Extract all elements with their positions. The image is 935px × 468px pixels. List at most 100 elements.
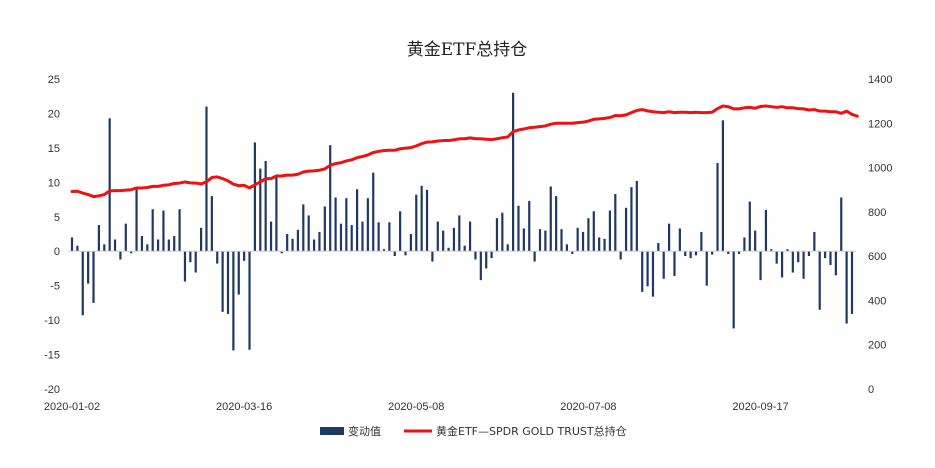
x-axis-tick-label: 2020-03-16 <box>216 401 272 413</box>
bar <box>312 239 316 252</box>
bar <box>479 251 482 281</box>
bar <box>651 251 655 297</box>
legend: 变动值 黄金ETF—SPDR GOLD TRUST总持仓 <box>320 424 627 438</box>
bar <box>829 251 832 265</box>
bar <box>259 168 262 252</box>
x-axis-tick-label: 2020-05-08 <box>388 401 444 413</box>
bar <box>162 210 165 252</box>
bar <box>705 251 708 286</box>
bar <box>361 221 364 252</box>
bar <box>495 218 499 252</box>
bar <box>608 210 612 252</box>
bar <box>732 251 735 329</box>
bar <box>565 244 568 252</box>
bar <box>291 238 294 252</box>
bar-series <box>70 92 854 351</box>
bar <box>780 251 784 278</box>
bar <box>834 251 837 276</box>
bar <box>103 244 106 252</box>
bar <box>399 211 402 252</box>
bar <box>119 251 122 260</box>
bar <box>807 251 811 257</box>
bar <box>786 249 789 252</box>
x-axis-labels: 2020-01-02 2020-03-16 2020-05-08 2020-07-08… <box>44 401 789 413</box>
bar <box>280 251 283 254</box>
bar <box>151 209 154 252</box>
bar <box>372 172 375 252</box>
left-axis-tick-label: 5 <box>54 212 60 224</box>
bar <box>329 145 332 252</box>
bar <box>694 251 698 256</box>
bar <box>668 223 671 252</box>
bar <box>431 251 434 262</box>
bar <box>264 160 267 252</box>
bar <box>183 251 187 282</box>
bar <box>630 187 633 252</box>
bar <box>205 106 208 252</box>
bar <box>286 234 289 252</box>
bar <box>425 189 429 252</box>
bar <box>339 223 343 252</box>
bar <box>420 185 423 252</box>
bar <box>673 251 676 277</box>
right-axis-tick-label: 800 <box>868 207 886 219</box>
bar <box>189 251 192 263</box>
chart-title: 黄金ETF总持仓 <box>407 40 528 60</box>
bar <box>366 198 369 252</box>
bar <box>108 118 111 252</box>
bar <box>334 197 337 252</box>
bar <box>802 251 805 279</box>
bar <box>296 229 300 252</box>
left-axis-tick-label: 10 <box>48 177 60 189</box>
left-axis-tick-label: -10 <box>44 315 60 327</box>
bar <box>323 206 326 252</box>
bar <box>377 222 380 252</box>
legend-bar-swatch <box>320 427 344 435</box>
bar <box>415 194 418 252</box>
bar <box>167 239 170 252</box>
left-axis-tick-label: -20 <box>44 384 60 396</box>
bar <box>113 239 117 252</box>
bar <box>592 211 595 252</box>
bar <box>646 251 649 287</box>
bar <box>517 205 520 252</box>
bar <box>275 177 278 252</box>
bar <box>485 251 488 269</box>
bar <box>194 251 197 273</box>
bar <box>624 207 628 252</box>
bar <box>641 251 644 292</box>
bar <box>662 251 665 279</box>
line-series <box>70 104 859 199</box>
bar <box>248 251 251 350</box>
series-line <box>70 104 859 199</box>
bar <box>813 231 816 252</box>
bar <box>759 251 762 281</box>
bar <box>232 251 235 351</box>
left-axis-tick-label: -15 <box>44 350 60 362</box>
bar <box>522 228 525 252</box>
bar <box>458 215 461 252</box>
right-axis-tick-label: 1200 <box>868 118 892 130</box>
bar <box>689 251 692 259</box>
x-axis-tick-label: 2020-09-17 <box>732 401 788 413</box>
bar <box>743 237 746 252</box>
bar <box>737 251 741 254</box>
bar <box>775 251 778 264</box>
bar <box>447 247 450 252</box>
bar <box>506 244 509 252</box>
bar <box>350 225 353 252</box>
bar <box>468 221 472 252</box>
bar <box>409 234 412 252</box>
left-axis-tick-label: 0 <box>54 246 60 258</box>
bar <box>156 239 160 252</box>
bar <box>538 229 542 252</box>
bar <box>657 242 660 252</box>
bar <box>818 251 821 310</box>
bar <box>178 209 181 252</box>
bar <box>754 230 757 252</box>
right-axis-tick-label: 1400 <box>868 74 892 86</box>
left-axis-labels: -20 -15 -10 -5 0 5 10 15 20 25 <box>44 74 60 396</box>
bar <box>463 245 466 252</box>
legend-bar-label: 变动值 <box>348 424 381 438</box>
